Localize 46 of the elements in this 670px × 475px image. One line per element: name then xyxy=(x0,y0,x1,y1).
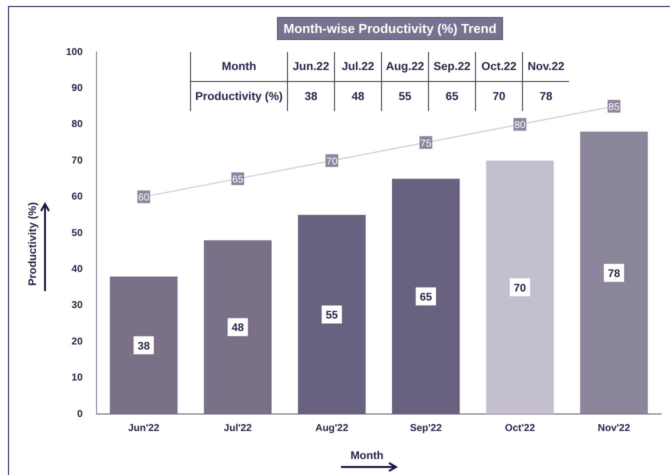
annotation: 70 xyxy=(476,82,522,111)
annotation: Nov.22 xyxy=(522,52,569,82)
annotation: 48 xyxy=(334,82,382,111)
x-tick-label: Nov'22 xyxy=(598,422,631,434)
y-tick-label: 0 xyxy=(77,408,84,420)
annotation: 65 xyxy=(428,82,476,111)
annotation: Oct.22 xyxy=(476,52,522,82)
x-tick-label: Oct'22 xyxy=(504,422,536,434)
y-axis-title: Productivity (%) xyxy=(27,201,39,288)
y-tick-label: 80 xyxy=(72,119,84,130)
data-label: 65 xyxy=(420,291,432,304)
y-tick-label: 90 xyxy=(72,82,84,94)
y-tick-label: 30 xyxy=(72,300,84,312)
y-tick-label: 40 xyxy=(72,264,84,275)
x-axis-title: Month xyxy=(350,450,384,462)
annotation: Productivity (%) xyxy=(190,82,288,111)
annotation: 78 xyxy=(522,82,569,111)
data-label: 65 xyxy=(232,174,244,186)
annotation: Month xyxy=(190,52,288,82)
y-tick-label: 60 xyxy=(72,192,84,203)
x-tick-label: Jul'22 xyxy=(224,422,252,434)
data-label: 38 xyxy=(138,340,150,352)
annotation: Jun.22 xyxy=(288,52,334,82)
x-tick-label: Aug'22 xyxy=(315,422,349,434)
annotation: 55 xyxy=(382,82,428,111)
y-tick-label: 20 xyxy=(72,336,84,348)
annotation: Jul.22 xyxy=(334,52,382,82)
data-label: 85 xyxy=(608,102,620,114)
annotation: Aug.22 xyxy=(382,52,428,82)
y-tick-label: 100 xyxy=(66,46,84,58)
data-label: 70 xyxy=(514,282,526,294)
data-label: 78 xyxy=(608,268,620,280)
y-tick-label: 10 xyxy=(72,372,84,384)
data-label: 70 xyxy=(326,156,338,168)
x-tick-label: Sep'22 xyxy=(410,422,442,434)
chart-title: Month-wise Productivity (%) Trend xyxy=(277,17,503,40)
data-label: 48 xyxy=(232,322,244,334)
annotation: 38 xyxy=(288,82,334,111)
data-label: 75 xyxy=(420,138,432,150)
y-tick-label: 50 xyxy=(72,228,84,239)
data-label: 55 xyxy=(326,309,338,322)
data-label: 80 xyxy=(514,120,526,132)
x-tick-label: Jun'22 xyxy=(128,422,160,434)
annotation: Sep.22 xyxy=(428,52,476,82)
y-tick-label: 70 xyxy=(72,155,84,166)
data-label: 60 xyxy=(138,192,150,204)
